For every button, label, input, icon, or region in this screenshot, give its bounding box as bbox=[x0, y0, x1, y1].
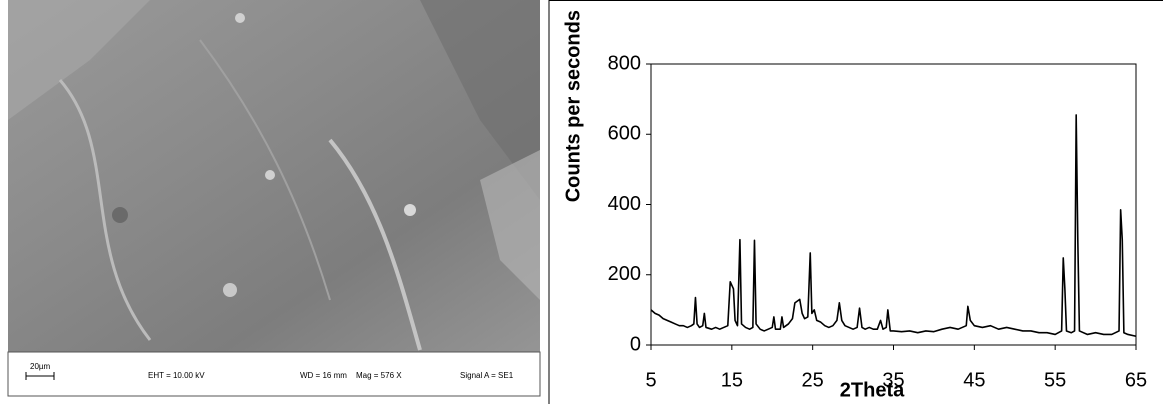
y-axis-title: Counts per seconds bbox=[562, 10, 584, 202]
sem-particle bbox=[235, 13, 245, 23]
sem-ridge bbox=[58, 79, 152, 341]
scale-bar bbox=[25, 372, 55, 380]
y-tick-label: 600 bbox=[608, 123, 641, 145]
plot-frame bbox=[650, 63, 1137, 346]
signal: Signal A = SE1 bbox=[460, 371, 514, 380]
sem-particle bbox=[112, 207, 128, 223]
scale-label: 20µm bbox=[30, 362, 51, 371]
sem-ridge bbox=[199, 39, 331, 301]
x-tick-label: 35 bbox=[882, 369, 904, 391]
chart: Counts per seconds 2Theta 0 200 400 600 800 5… bbox=[562, 10, 1147, 401]
x-tick-label: 25 bbox=[802, 369, 824, 391]
sem-facet bbox=[8, 0, 150, 120]
y-tick-label: 200 bbox=[608, 263, 641, 285]
y-tick-label: 0 bbox=[630, 333, 641, 355]
y-tick-label: 400 bbox=[608, 193, 641, 215]
mag: Mag = 576 X bbox=[356, 371, 402, 380]
sem-facet bbox=[420, 0, 540, 200]
sem-image: 20µm EHT = 10.00 kV WD = 16 mm Mag = 576… bbox=[7, 0, 541, 397]
sem-facet bbox=[480, 150, 540, 300]
x-tick-label: 45 bbox=[963, 369, 985, 391]
x-tick-label: 15 bbox=[721, 369, 743, 391]
eht: EHT = 10.00 kV bbox=[148, 371, 205, 380]
sem-particle bbox=[223, 283, 237, 297]
x-tick-label: 55 bbox=[1044, 369, 1066, 391]
y-tick-label: 800 bbox=[608, 52, 641, 74]
x-axis-title: 2Theta bbox=[840, 379, 905, 401]
info-bar bbox=[7, 351, 541, 397]
sem-particle bbox=[265, 170, 275, 180]
wd: WD = 16 mm bbox=[300, 371, 347, 380]
sem-particle bbox=[404, 204, 416, 216]
sem-ridge bbox=[328, 138, 422, 351]
pattern-line bbox=[650, 114, 1137, 338]
x-tick-label: 5 bbox=[645, 369, 656, 391]
x-tick-label: 65 bbox=[1125, 369, 1147, 391]
